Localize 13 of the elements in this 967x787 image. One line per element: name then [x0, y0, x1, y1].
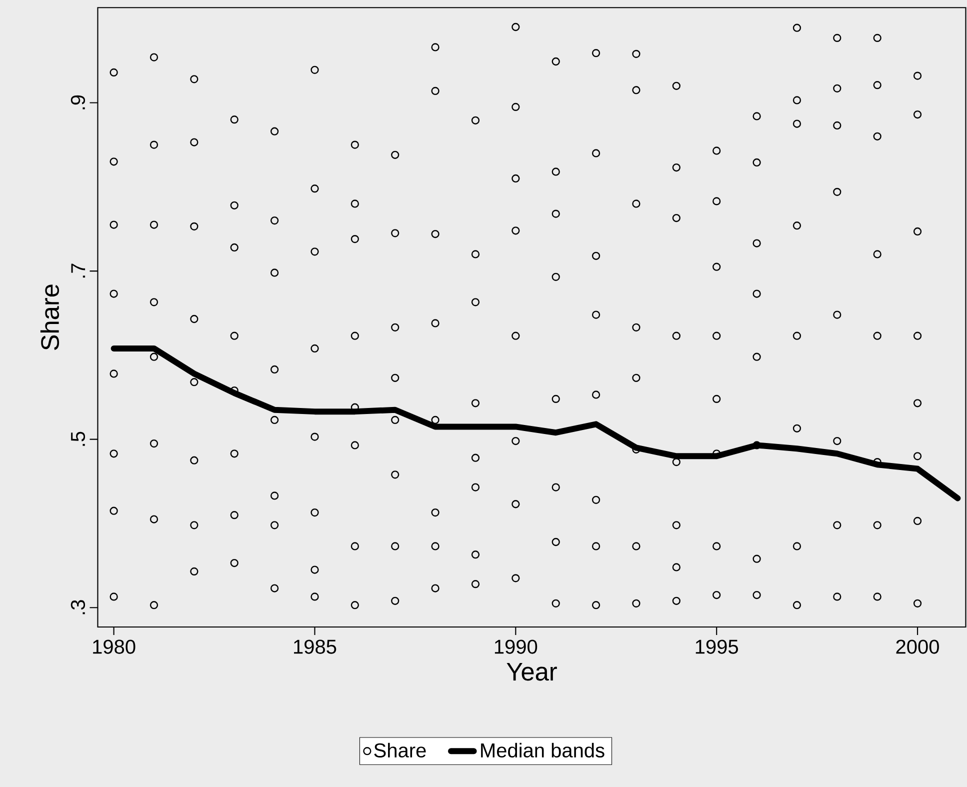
y-tick-label: .9 [70, 95, 86, 110]
x-axis-title: Year [506, 663, 557, 681]
legend-label: Median bands [481, 742, 604, 758]
x-tick-label: 1990 [494, 640, 538, 654]
x-tick-label: 2000 [896, 640, 939, 654]
legend-label: Share [374, 742, 426, 758]
x-tick-label: 1985 [294, 640, 336, 654]
y-tick-label: .5 [71, 432, 86, 446]
x-tick-label: 1980 [93, 640, 136, 654]
y-axis-title: Share [40, 284, 60, 350]
y-tick-label: .7 [71, 264, 86, 278]
x-tick-label: 1995 [696, 640, 738, 654]
y-tick-label: .3 [70, 600, 86, 614]
